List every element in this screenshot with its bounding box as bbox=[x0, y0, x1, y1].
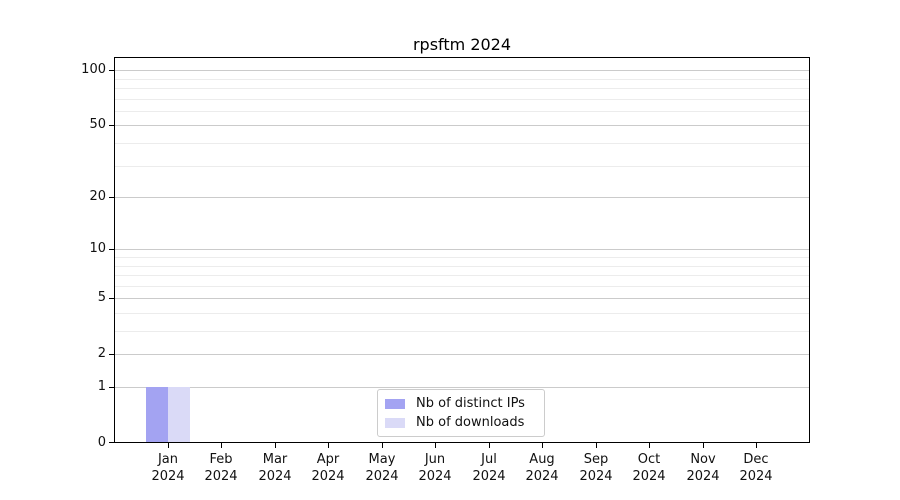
x-tick-mark bbox=[489, 443, 490, 448]
y-tick-label: 10 bbox=[89, 241, 106, 256]
x-tick-mark bbox=[649, 443, 650, 448]
legend-entry-distinct-ips: Nb of distinct IPs bbox=[385, 394, 537, 413]
y-tick-label: 100 bbox=[81, 62, 106, 77]
x-axis-line bbox=[114, 442, 810, 443]
y-tick-mark bbox=[109, 298, 114, 299]
y-tick-mark bbox=[109, 354, 114, 355]
x-tick-label: Jul 2024 bbox=[458, 451, 520, 485]
legend-swatch-distinct-ips bbox=[385, 398, 405, 409]
gridline-minor bbox=[114, 166, 810, 167]
gridline-minor bbox=[114, 111, 810, 112]
y-tick-mark bbox=[109, 197, 114, 198]
gridline-minor bbox=[114, 88, 810, 89]
x-tick-label: May 2024 bbox=[351, 451, 413, 485]
x-tick-year-label: 2024 bbox=[579, 469, 613, 484]
x-tick-year-label: 2024 bbox=[525, 469, 559, 484]
plot-border-right bbox=[809, 57, 810, 443]
x-tick-year-label: 2024 bbox=[151, 469, 185, 484]
gridline-minor bbox=[114, 99, 810, 100]
y-tick-mark bbox=[109, 70, 114, 71]
x-tick-mark bbox=[275, 443, 276, 448]
x-tick-label: Apr 2024 bbox=[297, 451, 359, 485]
gridline-major bbox=[114, 125, 810, 126]
chart-title: rpsftm 2024 bbox=[412, 35, 512, 54]
legend: Nb of distinct IPs Nb of downloads bbox=[377, 389, 545, 437]
x-tick-year-label: 2024 bbox=[311, 469, 345, 484]
x-tick-label: Jan 2024 bbox=[137, 451, 199, 485]
x-tick-mark bbox=[435, 443, 436, 448]
gridline-major bbox=[114, 354, 810, 355]
gridline-minor bbox=[114, 275, 810, 276]
x-tick-mark bbox=[703, 443, 704, 448]
legend-swatch-downloads bbox=[385, 417, 405, 428]
gridline-minor bbox=[114, 313, 810, 314]
y-tick-mark bbox=[109, 249, 114, 250]
x-tick-year-label: 2024 bbox=[632, 469, 666, 484]
x-tick-label: Feb 2024 bbox=[190, 451, 252, 485]
gridline-minor bbox=[114, 143, 810, 144]
legend-entry-downloads: Nb of downloads bbox=[385, 413, 537, 432]
gridline-major bbox=[114, 249, 810, 250]
y-tick-label: 5 bbox=[97, 290, 106, 305]
x-tick-label: Sep 2024 bbox=[565, 451, 627, 485]
gridline-minor bbox=[114, 331, 810, 332]
y-tick-mark bbox=[109, 387, 114, 388]
bar-downloads bbox=[168, 387, 190, 443]
x-tick-year-label: 2024 bbox=[686, 469, 720, 484]
x-tick-mark bbox=[756, 443, 757, 448]
y-tick-label: 50 bbox=[89, 117, 106, 132]
legend-label-downloads: Nb of downloads bbox=[416, 415, 525, 430]
x-tick-mark bbox=[168, 443, 169, 448]
y-tick-mark bbox=[109, 125, 114, 126]
gridline-major bbox=[114, 298, 810, 299]
gridline-major bbox=[114, 387, 810, 388]
plot-border-top bbox=[114, 57, 810, 58]
x-tick-year-label: 2024 bbox=[418, 469, 452, 484]
plot-area: Nb of distinct IPs Nb of downloads 0 1 2 5 1… bbox=[81, 57, 810, 484]
x-tick-year-label: 2024 bbox=[365, 469, 399, 484]
gridline-major bbox=[114, 197, 810, 198]
x-tick-year-label: 2024 bbox=[739, 469, 773, 484]
x-tick-mark bbox=[328, 443, 329, 448]
gridline-minor bbox=[114, 79, 810, 80]
gridline-minor bbox=[114, 286, 810, 287]
x-tick-label: Dec 2024 bbox=[725, 451, 787, 485]
x-tick-label: Nov 2024 bbox=[672, 451, 734, 485]
x-tick-mark bbox=[596, 443, 597, 448]
x-tick-label: Aug 2024 bbox=[511, 451, 573, 485]
gridline-minor bbox=[114, 266, 810, 267]
y-axis-line bbox=[114, 57, 115, 443]
x-tick-label: Oct 2024 bbox=[618, 451, 680, 485]
legend-label-distinct-ips: Nb of distinct IPs bbox=[416, 396, 525, 411]
y-tick-label: 2 bbox=[97, 346, 106, 361]
bar-distinct-ips bbox=[146, 387, 168, 443]
y-tick-label: 20 bbox=[89, 189, 106, 204]
x-tick-label: Mar 2024 bbox=[244, 451, 306, 485]
x-tick-mark bbox=[382, 443, 383, 448]
y-tick-label: 0 bbox=[97, 435, 106, 450]
x-tick-mark bbox=[542, 443, 543, 448]
gridline-minor bbox=[114, 257, 810, 258]
y-tick-mark bbox=[109, 442, 114, 443]
y-tick-label: 1 bbox=[97, 379, 106, 394]
x-tick-year-label: 2024 bbox=[472, 469, 506, 484]
x-tick-mark bbox=[221, 443, 222, 448]
x-tick-year-label: 2024 bbox=[204, 469, 238, 484]
x-tick-year-label: 2024 bbox=[258, 469, 292, 484]
x-tick-label: Jun 2024 bbox=[404, 451, 466, 485]
gridline-major bbox=[114, 70, 810, 71]
